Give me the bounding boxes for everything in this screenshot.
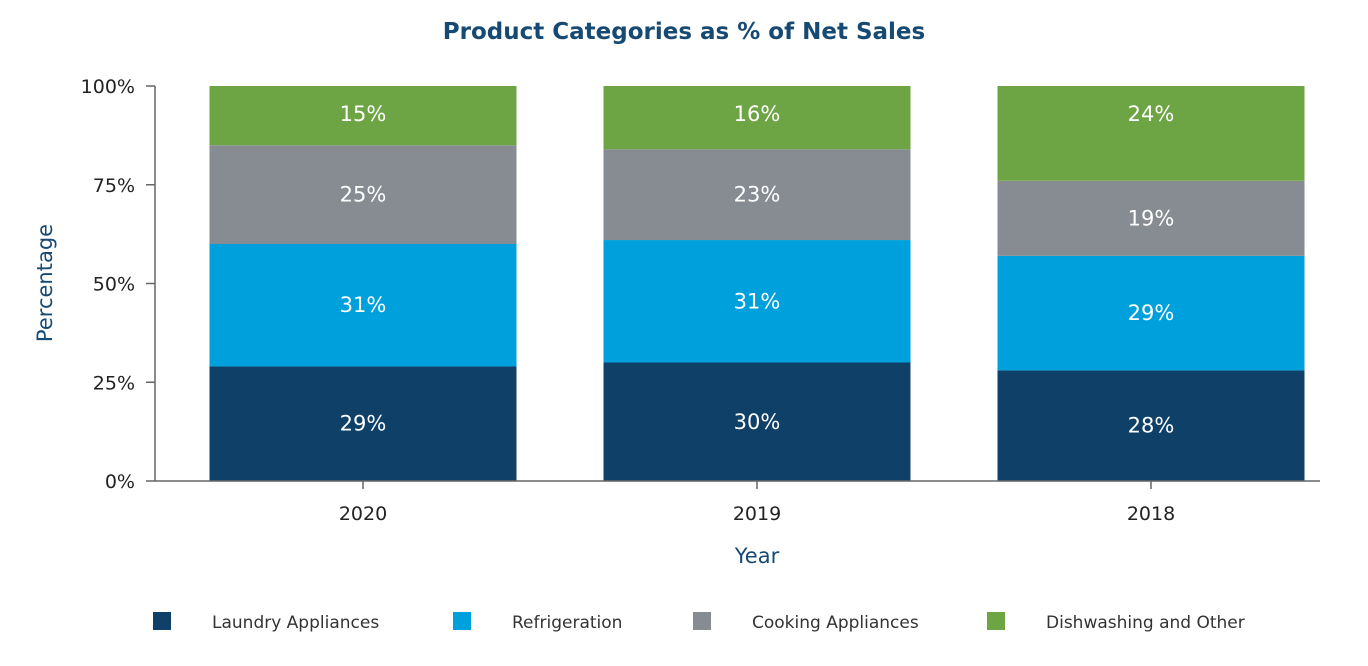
bar-segment-2019-3	[603, 149, 911, 241]
y-tick-label: 0%	[105, 471, 135, 493]
legend-label: Laundry Appliances	[212, 613, 379, 633]
legend-label: Refrigeration	[512, 613, 622, 633]
y-tick-label: 75%	[93, 175, 135, 197]
data-label: 15%	[340, 102, 387, 126]
plot-area: 0% 25% 50% 75% 100% 29% 31% 25% 15% 2020 30% 31% 23%…	[81, 76, 1320, 525]
data-label: 19%	[1128, 206, 1175, 230]
bar-segment-2020-4	[209, 86, 517, 146]
bar-segment-2020-2	[209, 244, 517, 367]
bar-segment-2018-2	[997, 255, 1305, 371]
bar-segment-2018-1	[997, 370, 1305, 481]
bar-segment-2019-4	[603, 86, 911, 150]
legend-swatch	[987, 612, 1005, 630]
legend-swatch	[693, 612, 711, 630]
x-tick-label: 2018	[1127, 503, 1175, 525]
legend-swatch	[153, 612, 171, 630]
data-label: 29%	[340, 412, 387, 436]
legend-swatch	[453, 612, 471, 630]
data-label: 24%	[1128, 102, 1175, 126]
chart-title: Product Categories as % of Net Sales	[443, 19, 925, 45]
data-label: 31%	[340, 293, 387, 317]
y-tick-label: 100%	[81, 76, 135, 98]
bar-segment-2019-2	[603, 240, 911, 363]
x-tick-label: 2020	[339, 503, 387, 525]
y-tick-label: 25%	[93, 372, 135, 394]
bar-segment-2020-1	[209, 366, 517, 481]
data-label: 25%	[340, 183, 387, 207]
data-label: 28%	[1128, 414, 1175, 438]
bar-segment-2018-3	[997, 180, 1305, 256]
legend: Laundry Appliances Refrigeration Cooking A…	[153, 612, 1245, 633]
y-axis-title: Percentage	[33, 224, 57, 342]
x-axis-title: Year	[734, 544, 780, 568]
bar-segment-2018-4	[997, 86, 1305, 181]
bar-segment-2019-1	[603, 362, 911, 481]
legend-label: Dishwashing and Other	[1046, 613, 1245, 633]
data-label: 31%	[734, 289, 781, 313]
data-label: 29%	[1128, 301, 1175, 325]
data-label: 16%	[734, 102, 781, 126]
data-label: 23%	[734, 183, 781, 207]
x-tick-label: 2019	[733, 503, 781, 525]
bar-segment-2020-3	[209, 145, 517, 244]
data-label: 30%	[734, 410, 781, 434]
y-tick-label: 50%	[93, 274, 135, 296]
legend-label: Cooking Appliances	[752, 613, 919, 633]
